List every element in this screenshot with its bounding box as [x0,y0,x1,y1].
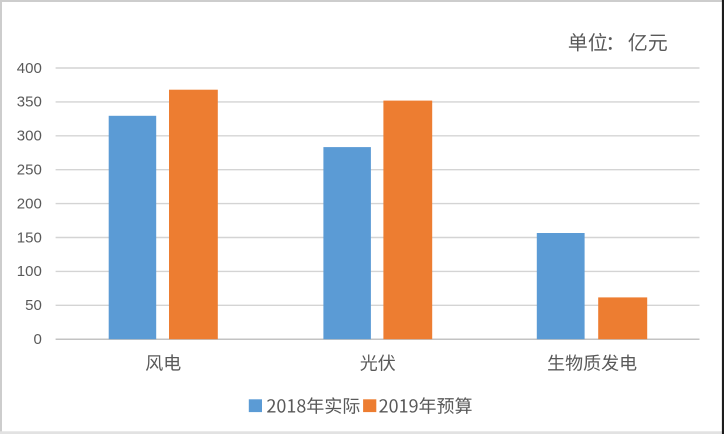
svg-text:0: 0 [33,331,41,348]
svg-text:250: 250 [17,162,42,179]
svg-text:100: 100 [17,263,42,280]
svg-text:400: 400 [17,60,42,77]
svg-text:150: 150 [17,229,42,246]
svg-text:200: 200 [17,195,42,212]
svg-text:300: 300 [17,128,42,145]
svg-text:50: 50 [25,297,42,314]
svg-text:350: 350 [17,94,42,111]
